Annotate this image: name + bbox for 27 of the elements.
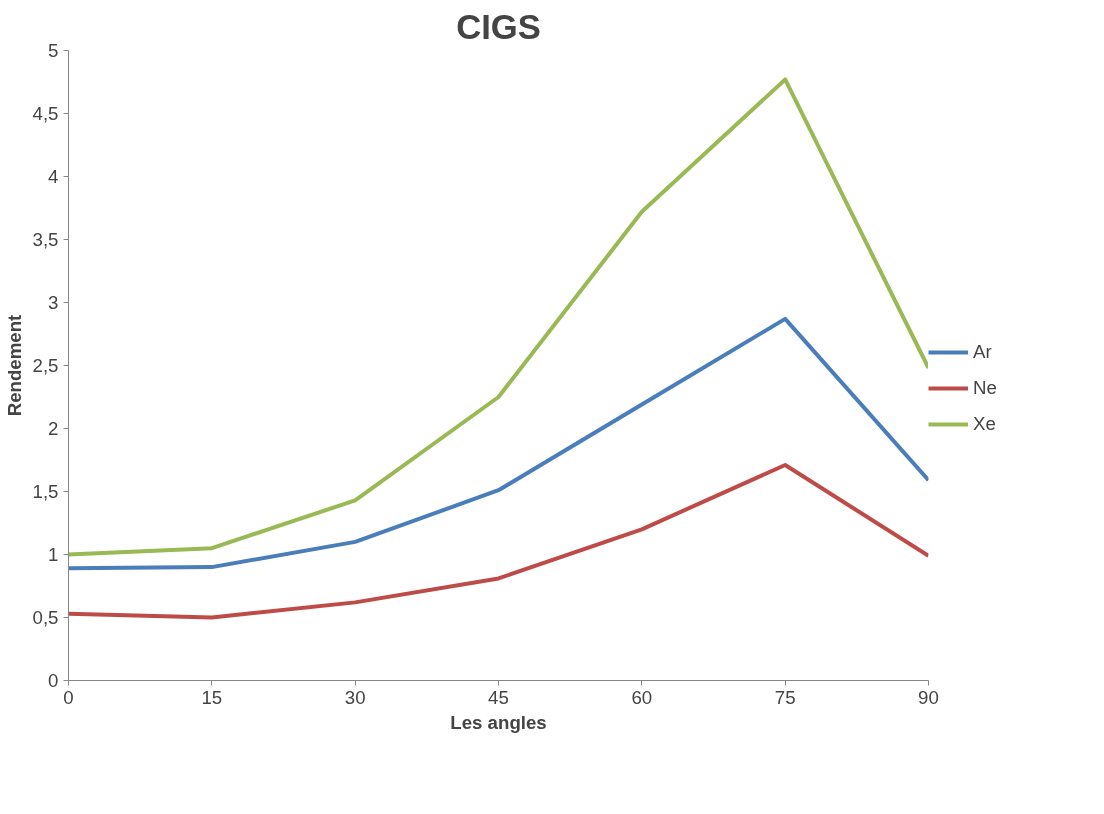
y-tick-label: 4,5 xyxy=(32,103,59,124)
line-series xyxy=(68,463,929,620)
legend-label: Xe xyxy=(973,413,996,435)
x-tick-label: 45 xyxy=(488,686,509,708)
y-tick-label: 1 xyxy=(48,544,59,565)
y-axis-title: Rendement xyxy=(3,314,25,417)
y-tick-label: 3,5 xyxy=(32,229,59,250)
y-tick-label: 4 xyxy=(48,166,59,187)
y-tick-label: 2,5 xyxy=(32,355,59,376)
y-tick-label: 5 xyxy=(48,40,59,61)
x-tick-label: 0 xyxy=(63,686,74,708)
x-tick-label: 60 xyxy=(631,686,653,708)
x-tick-label: 30 xyxy=(344,686,366,708)
x-tick-label: 15 xyxy=(201,686,223,708)
x-axis-title: Les angles xyxy=(450,711,547,733)
legend-label: Ne xyxy=(973,377,997,399)
line-series xyxy=(68,77,929,557)
y-tick-label: 3 xyxy=(48,292,59,313)
x-tick-label: 90 xyxy=(918,686,939,708)
y-tick-label: 2 xyxy=(48,418,59,439)
legend-label: Ar xyxy=(973,341,993,363)
y-tick-label: 0 xyxy=(48,670,59,691)
chart-title: CIGS xyxy=(456,7,541,46)
y-tick-label: 1,5 xyxy=(32,481,59,502)
y-tick-label: 0,5 xyxy=(32,607,59,628)
line-series xyxy=(68,316,929,571)
x-tick-label: 75 xyxy=(774,686,796,708)
